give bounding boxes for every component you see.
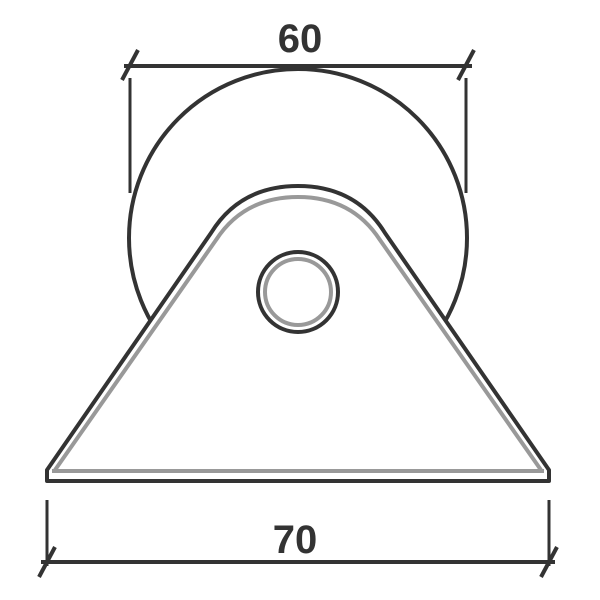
bottom-dimension-label: 70 bbox=[273, 518, 318, 562]
top-dimension-label: 60 bbox=[278, 17, 323, 61]
bottom-dimension: 70 bbox=[37, 500, 559, 578]
top-dimension: 60 bbox=[120, 17, 476, 193]
top-tick-right bbox=[456, 49, 476, 81]
bottom-tick-left bbox=[37, 546, 57, 578]
bottom-tick-right bbox=[539, 546, 559, 578]
top-tick-left bbox=[120, 49, 140, 81]
axle-hole bbox=[256, 250, 340, 334]
bracket-shadow-edge bbox=[53, 195, 543, 472]
axle-hole-inner bbox=[263, 257, 333, 327]
